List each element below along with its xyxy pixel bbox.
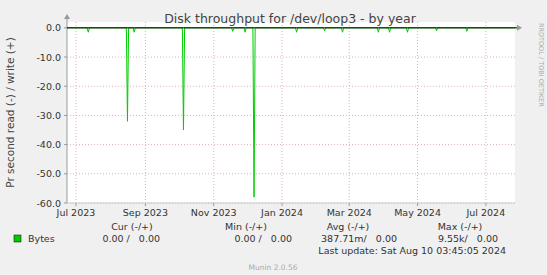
grid-line bbox=[67, 115, 515, 116]
tick-label: Sep 2023 bbox=[123, 207, 168, 218]
tick-label: -30.0 bbox=[36, 110, 61, 121]
stats-value: 387.71m/ 0.00 bbox=[321, 233, 397, 244]
x-axis bbox=[67, 27, 517, 28]
tick-label: Nov 2023 bbox=[191, 207, 237, 218]
footer: Munin 2.0.56 bbox=[248, 263, 297, 272]
stats-header: Cur (-/+) bbox=[111, 221, 153, 232]
y-axis bbox=[67, 18, 68, 203]
tick-label: Jan 2024 bbox=[260, 207, 303, 218]
stats-value: 0.00 / 0.00 bbox=[234, 233, 292, 244]
stats-value: 9.55k/ 0.00 bbox=[438, 233, 498, 244]
stats-header: Max (-/+) bbox=[438, 221, 483, 232]
grid-line bbox=[67, 173, 515, 174]
axis-arrow bbox=[64, 14, 70, 19]
grid-line bbox=[282, 22, 283, 203]
tick-label: -50.0 bbox=[36, 168, 61, 179]
tick-label: Mar 2024 bbox=[327, 207, 372, 218]
tick-label: -10.0 bbox=[36, 52, 61, 63]
plot-area bbox=[67, 22, 515, 203]
background bbox=[0, 0, 547, 275]
legend-swatch bbox=[14, 235, 21, 242]
plot-bottom bbox=[67, 203, 515, 204]
grid-line bbox=[213, 22, 214, 203]
grid-line bbox=[349, 22, 350, 203]
tick-label: May 2024 bbox=[394, 207, 441, 218]
grid-line bbox=[145, 22, 146, 203]
data-line bbox=[67, 28, 515, 197]
data-group bbox=[67, 28, 515, 197]
tick-label: Jul 2023 bbox=[56, 207, 96, 218]
grid-line bbox=[67, 203, 515, 204]
tick-label: 0.0 bbox=[46, 22, 61, 33]
grid-line bbox=[417, 22, 418, 203]
axis-arrow bbox=[517, 25, 522, 31]
grid-line bbox=[67, 57, 515, 58]
tick-label: Jul 2024 bbox=[466, 207, 506, 218]
tick-label: -40.0 bbox=[36, 139, 61, 150]
title: Disk throughput for /dev/loop3 - by year bbox=[164, 11, 416, 26]
watermark: RRDTOOL / TOBI OETIKER bbox=[537, 23, 545, 107]
stats-value: 0.00 / 0.00 bbox=[102, 233, 160, 244]
y-axis-label: Pr second read (-) / write (+) bbox=[4, 37, 16, 188]
legend-label: Bytes bbox=[28, 233, 55, 244]
stats-header: Avg (-/+) bbox=[327, 221, 370, 232]
last-update: Last update: Sat Aug 10 03:45:05 2024 bbox=[318, 245, 506, 256]
stats-header: Min (-/+) bbox=[225, 221, 267, 232]
grid-line bbox=[75, 22, 76, 203]
grid-line bbox=[485, 22, 486, 203]
chart: Disk throughput for /dev/loop3 - by year… bbox=[0, 0, 547, 275]
grid-line bbox=[67, 144, 515, 145]
grid-line bbox=[67, 86, 515, 87]
tick-label: -20.0 bbox=[36, 81, 61, 92]
